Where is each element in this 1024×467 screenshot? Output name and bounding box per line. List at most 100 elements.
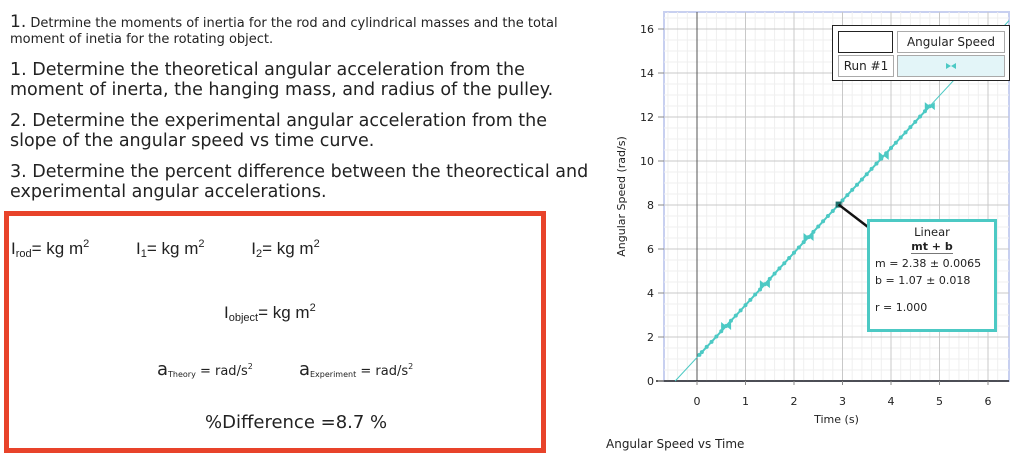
svg-text:2: 2 [647,331,654,344]
a-theory-field[interactable]: aTheory = rad/s2 [157,359,253,380]
svg-text:6: 6 [985,395,992,408]
data-point[interactable] [772,271,777,276]
data-point[interactable] [743,303,748,308]
instruction-text: Detrmine the moments of inertia for the … [10,16,558,47]
data-point[interactable] [704,344,709,349]
data-point[interactable] [918,114,923,119]
data-point[interactable] [724,324,729,328]
svg-text:8: 8 [647,199,654,212]
bowtie-marker-icon [946,63,956,69]
data-point[interactable] [748,297,753,302]
data-point[interactable] [738,308,743,313]
data-point[interactable] [801,240,806,245]
fit-formula: mt + b [911,240,953,254]
fit-intercept: b = 1.07 ± 0.018 [875,274,971,287]
y-axis-label: Angular Speed (rad/s) [615,136,628,257]
bowtie-marker-icon [721,322,732,331]
instruction-number: 1. [10,12,27,32]
bowtie-marker-icon [759,280,770,289]
chart-legend: Angular Speed Run #1 [832,25,1010,81]
data-point[interactable] [927,104,932,109]
data-point[interactable] [787,256,792,261]
data-point[interactable] [903,130,908,135]
svg-text:10: 10 [640,155,654,168]
data-point[interactable] [874,161,879,166]
data-point[interactable] [859,177,864,182]
fit-slope: m = 2.38 ± 0.0065 [875,257,982,270]
data-point[interactable] [758,287,763,292]
i-2-field[interactable]: I2= kg m2 [251,238,320,260]
legend-run-swatch[interactable] [897,55,1005,77]
data-point[interactable] [922,109,927,114]
data-point[interactable] [767,276,772,281]
data-point[interactable] [913,119,918,124]
svg-text:4: 4 [888,395,895,408]
svg-text:6: 6 [647,243,654,256]
data-point[interactable] [719,329,724,334]
svg-text:2: 2 [791,395,798,408]
instruction-percent-difference: 3. Determine the percent difference betw… [10,162,589,202]
legend-run-label: Run #1 [838,55,894,77]
svg-text:16: 16 [640,23,654,36]
legend-blank-cell [838,31,893,53]
svg-text:12: 12 [640,111,654,124]
data-point[interactable] [893,140,898,145]
fit-title: Linear [914,225,950,239]
data-point[interactable] [821,219,826,224]
instruction-moments: 1. Detrmine the moments of inertia for t… [10,14,590,48]
percent-difference: %Difference =8.7 % [205,412,388,433]
svg-text:4: 4 [647,287,654,300]
i-1-field[interactable]: I1= kg m2 [136,238,205,260]
svg-text:5: 5 [936,395,943,408]
acceleration-row: aTheory = rad/s2 aExperiment = rad/s2 [157,359,413,380]
bowtie-marker-icon [924,102,935,111]
answer-box: Irod= kg m2 I1= kg m2 I2= kg m2 Iobject=… [4,211,546,453]
linear-fit-box[interactable]: Linear mt + b m = 2.38 ± 0.0065 b = 1.07… [867,219,997,332]
instruction-experimental: 2. Determine the experimental angular ac… [10,111,548,151]
data-point[interactable] [714,334,719,339]
svg-text:0: 0 [647,375,654,388]
bowtie-marker-icon [878,151,889,160]
data-point[interactable] [792,250,796,255]
data-point[interactable] [840,198,845,203]
data-point[interactable] [697,352,702,357]
data-point[interactable] [806,235,811,240]
data-point[interactable] [811,229,816,234]
data-point[interactable] [728,318,733,323]
svg-text:0: 0 [694,395,701,408]
i-object-field[interactable]: Iobject= kg m2 [224,302,316,324]
a-experiment-field[interactable]: aExperiment = rad/s2 [298,359,414,380]
data-point[interactable] [864,172,869,177]
data-point[interactable] [733,313,738,318]
bowtie-marker-icon [803,233,814,242]
data-point[interactable] [845,193,850,198]
data-point[interactable] [762,282,767,287]
data-point[interactable] [889,146,893,151]
fit-leader-line [837,203,869,228]
inertia-row: Irod= kg m2 I1= kg m2 I2= kg m2 [11,238,320,260]
svg-text:3: 3 [839,395,846,408]
data-point[interactable] [796,245,801,250]
data-point[interactable] [850,187,855,192]
data-point[interactable] [855,182,860,187]
data-point[interactable] [699,350,704,355]
data-point[interactable] [825,214,830,218]
data-point[interactable] [753,292,758,297]
data-point[interactable] [869,166,874,171]
data-point[interactable] [777,266,782,271]
fit-correlation: r = 1.000 [875,301,928,314]
data-point[interactable] [782,261,787,266]
instruction-theoretical: 1. Determine the theoretical angular acc… [10,60,554,100]
x-axis-label: Time (s) [813,413,859,426]
svg-text:14: 14 [640,67,654,80]
data-point[interactable] [709,339,714,344]
data-point[interactable] [908,125,913,130]
i-rod-field[interactable]: Irod= kg m2 [11,238,90,260]
data-point[interactable] [830,208,835,213]
chart-caption: Angular Speed vs Time [606,437,745,451]
legend-series-header: Angular Speed [897,31,1005,53]
data-point[interactable] [816,224,821,229]
svg-text:1: 1 [742,395,749,408]
data-point[interactable] [898,135,903,140]
